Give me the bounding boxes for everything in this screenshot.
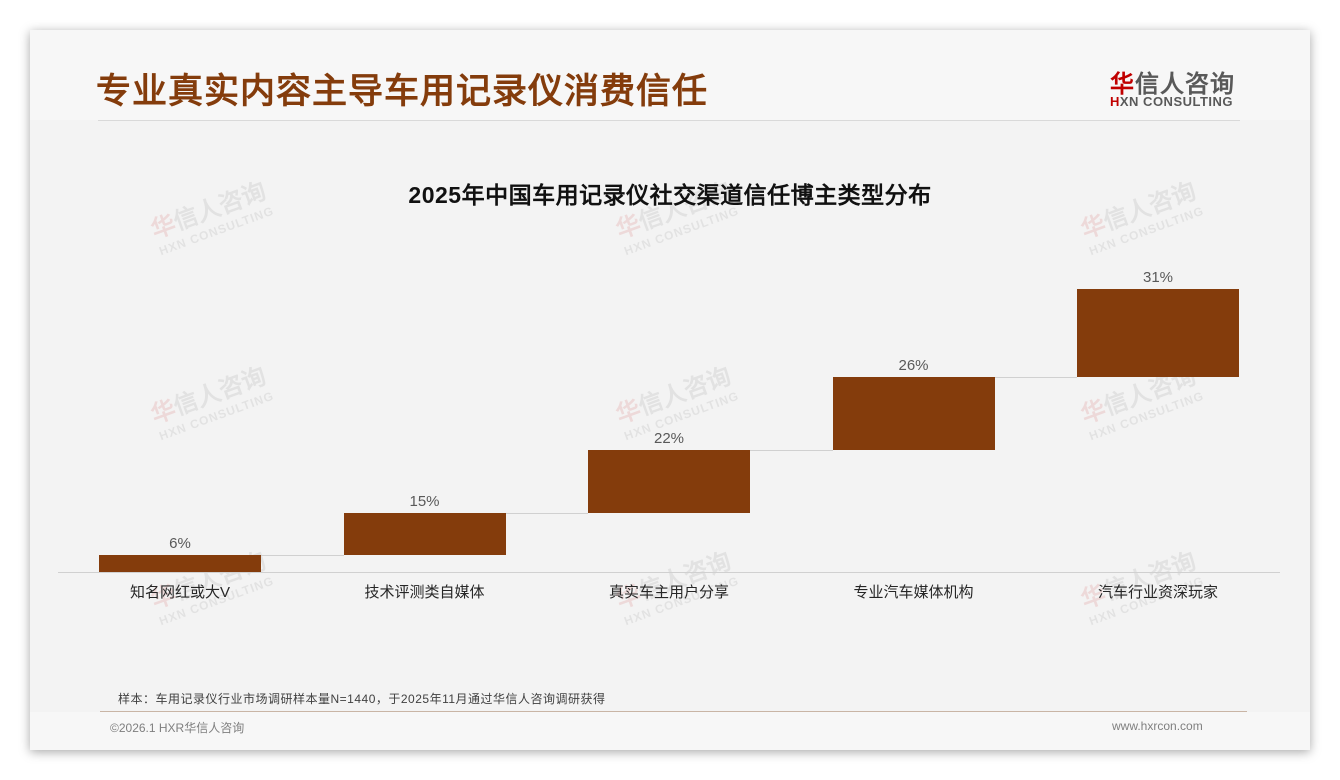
waterfall-bar [588, 450, 750, 513]
footer-divider [100, 711, 1247, 712]
chart-title: 2025年中国车用记录仪社交渠道信任博主类型分布 [408, 182, 932, 208]
category-label: 技术评测类自媒体 [364, 584, 485, 601]
waterfall-connector [994, 377, 1077, 378]
bar-value-label: 22% [653, 430, 685, 448]
footer-band [30, 712, 1310, 750]
website-link[interactable]: www.hxrcon.com [1112, 719, 1203, 733]
category-label: 专业汽车媒体机构 [853, 584, 974, 601]
waterfall-bar [343, 512, 506, 555]
header-band [30, 30, 1310, 120]
sample-note: 样本：车用记录仪行业市场调研样本量N=1440，于2025年11月通过华信人咨询… [118, 692, 606, 706]
waterfall-chart: 6% 知名网红或大V 15% 技术评测类自媒体 22% 真实车主用户分享 26% 专业汽车媒体… [30, 30, 1310, 750]
slide: 专业真实内容主导车用记录仪消费信任 华信人咨询 HXN CONSULTING 华… [30, 30, 1310, 750]
category-label: 真实车主用户分享 [608, 584, 729, 601]
bar-value-label: 26% [898, 356, 929, 374]
logo-english: HXN CONSULTING [1110, 94, 1234, 109]
waterfall-connector [750, 450, 833, 451]
waterfall-bar [99, 555, 261, 572]
x-axis-line [58, 572, 1280, 573]
waterfall-bar [832, 376, 995, 451]
company-logo: 华信人咨询 HXN CONSULTING [1110, 64, 1242, 112]
bar-value-label: 31% [1142, 269, 1174, 286]
copyright-text: ©2026.1 HXR华信人咨询 [110, 721, 245, 735]
title-divider [98, 120, 1240, 121]
logo-chinese: 华信人咨询 [1110, 71, 1235, 98]
waterfall-connector [261, 555, 344, 556]
slide-title: 专业真实内容主导车用记录仪消费信任 [96, 72, 709, 111]
waterfall-connector [505, 513, 588, 514]
waterfall-bar [1077, 289, 1239, 377]
bar-value-label: 15% [409, 492, 440, 510]
category-label: 知名网红或大V [129, 584, 230, 601]
bar-value-label: 6% [169, 535, 191, 553]
category-label: 汽车行业资深玩家 [1097, 584, 1218, 601]
